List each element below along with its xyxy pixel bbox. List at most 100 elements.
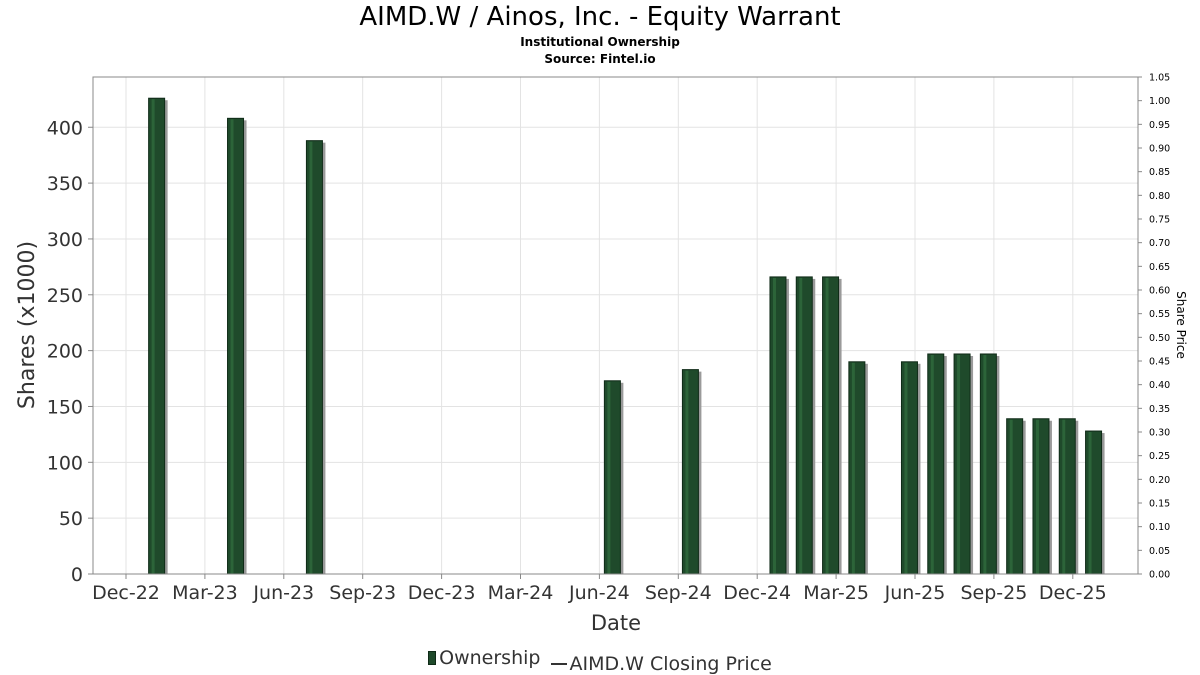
bar-highlight	[983, 354, 987, 574]
bar-body	[795, 276, 813, 575]
x-tick-label: Dec-24	[723, 582, 791, 604]
chart-subtitle: Institutional Ownership	[520, 35, 680, 49]
bar	[979, 353, 1000, 575]
bar-body	[927, 353, 945, 575]
bar-body	[848, 361, 866, 575]
x-axis: Dec-22 Mar-23 Jun-23 Sep-23 Dec-23 Mar-24 Jun-…	[92, 574, 1107, 604]
y-tick-label: 200	[47, 341, 83, 363]
bar	[1006, 418, 1026, 575]
y-tick-label: 350	[47, 173, 83, 195]
x-tick-label: Dec-23	[408, 582, 476, 604]
y2-tick-label: 0.80	[1149, 191, 1170, 202]
x-tick-label: Sep-25	[960, 582, 1027, 604]
bar	[848, 361, 868, 575]
bar-body	[900, 361, 918, 575]
chart-source: Source: Fintel.io	[544, 52, 656, 66]
y2-tick-label: 0.20	[1149, 475, 1170, 486]
y2-tick-label: 0.35	[1149, 404, 1170, 415]
y2-tick-label: 0.55	[1149, 309, 1170, 320]
bar-body	[979, 353, 997, 575]
bar	[795, 276, 816, 575]
y2-tick-label: 0.15	[1149, 499, 1170, 510]
y-tick-label: 100	[47, 452, 83, 474]
chart-title: AIMD.W / Ainos, Inc. - Equity Warrant	[359, 2, 841, 32]
bar-highlight	[607, 381, 611, 574]
y-tick-label: 250	[47, 285, 83, 307]
y2-tick-label: 0.75	[1149, 215, 1170, 226]
bar-body	[227, 117, 245, 575]
bar-body	[1032, 418, 1050, 575]
y-tick-label: 0	[71, 564, 83, 586]
bar	[1058, 418, 1079, 575]
bar-body	[305, 140, 323, 575]
bar-body	[1085, 430, 1103, 575]
y-tick-label: 150	[47, 396, 83, 418]
y2-tick-label: 0.25	[1149, 451, 1170, 462]
bar-body	[681, 369, 699, 575]
bar	[953, 353, 974, 575]
y2-tick-label: 0.40	[1149, 380, 1170, 391]
y2-axis-label: Share Price	[1174, 291, 1188, 359]
x-tick-label: Dec-22	[92, 582, 160, 604]
bar-highlight	[772, 277, 776, 574]
y2-tick-label: 0.65	[1149, 262, 1170, 273]
y2-tick-label: 0.70	[1149, 238, 1170, 249]
y-tick-label: 400	[47, 117, 83, 139]
bar	[681, 369, 702, 575]
bar-highlight	[904, 362, 908, 574]
bar	[822, 276, 842, 575]
legend-item-ownership: Ownership	[428, 647, 540, 669]
y2-tick-label: 0.95	[1149, 120, 1170, 131]
bar-highlight	[1009, 419, 1013, 574]
x-axis-label: Date	[591, 611, 641, 635]
bar	[927, 353, 947, 575]
x-tick-label: Jun-23	[252, 582, 314, 604]
y2-axis: 0.00 0.05 0.10 0.15 0.20 0.25 0.30 0.35 0.40 0.45…	[1138, 73, 1170, 581]
x-tick-label: Mar-23	[172, 582, 238, 604]
y2-tick-label: 0.05	[1149, 546, 1170, 557]
legend-item-closing-price: AIMD.W Closing Price	[549, 653, 772, 675]
bar	[148, 97, 168, 575]
bar-body	[1006, 418, 1024, 575]
y2-tick-label: 0.10	[1149, 522, 1170, 533]
bar-highlight	[851, 362, 855, 574]
x-tick-label: Dec-25	[1039, 582, 1107, 604]
x-tick-label: Jun-25	[884, 582, 946, 604]
y2-tick-label: 1.00	[1149, 96, 1170, 107]
bar-highlight	[151, 99, 155, 575]
legend-label-ownership: Ownership	[439, 647, 541, 669]
legend: Ownership AIMD.W Closing Price	[0, 647, 1200, 675]
bar	[769, 276, 789, 575]
y-axis: 0 50 100 150 200 250 300 350 400	[47, 117, 93, 586]
x-tick-label: Sep-23	[329, 582, 396, 604]
bar-body	[148, 97, 166, 575]
y2-tick-label: 0.90	[1149, 144, 1170, 155]
y2-tick-label: 0.60	[1149, 286, 1170, 297]
legend-label-closing-price: AIMD.W Closing Price	[569, 653, 772, 675]
ownership-swatch-icon	[428, 651, 437, 665]
bar-highlight	[230, 119, 234, 574]
closing-price-line-icon	[550, 663, 567, 665]
x-tick-label: Mar-24	[488, 582, 554, 604]
bar	[1032, 418, 1052, 575]
bar-highlight	[1088, 432, 1092, 574]
bar-body	[603, 380, 621, 575]
y-tick-label: 50	[59, 508, 83, 530]
y2-tick-label: 0.85	[1149, 167, 1170, 178]
bar-body	[822, 276, 840, 575]
y-tick-label: 300	[47, 229, 83, 251]
plot-area	[92, 76, 1139, 575]
bar	[900, 361, 921, 575]
bar	[603, 380, 624, 575]
bar-body	[1058, 418, 1076, 575]
bar-highlight	[825, 277, 829, 574]
y-axis-label: Shares (x1000)	[15, 241, 40, 409]
bar	[227, 117, 247, 575]
x-tick-label: Mar-25	[803, 582, 869, 604]
bar-highlight	[309, 141, 313, 574]
x-tick-label: Sep-24	[645, 582, 712, 604]
y2-tick-label: 1.05	[1149, 73, 1170, 84]
bar-body	[769, 276, 787, 575]
bar-highlight	[685, 370, 689, 574]
